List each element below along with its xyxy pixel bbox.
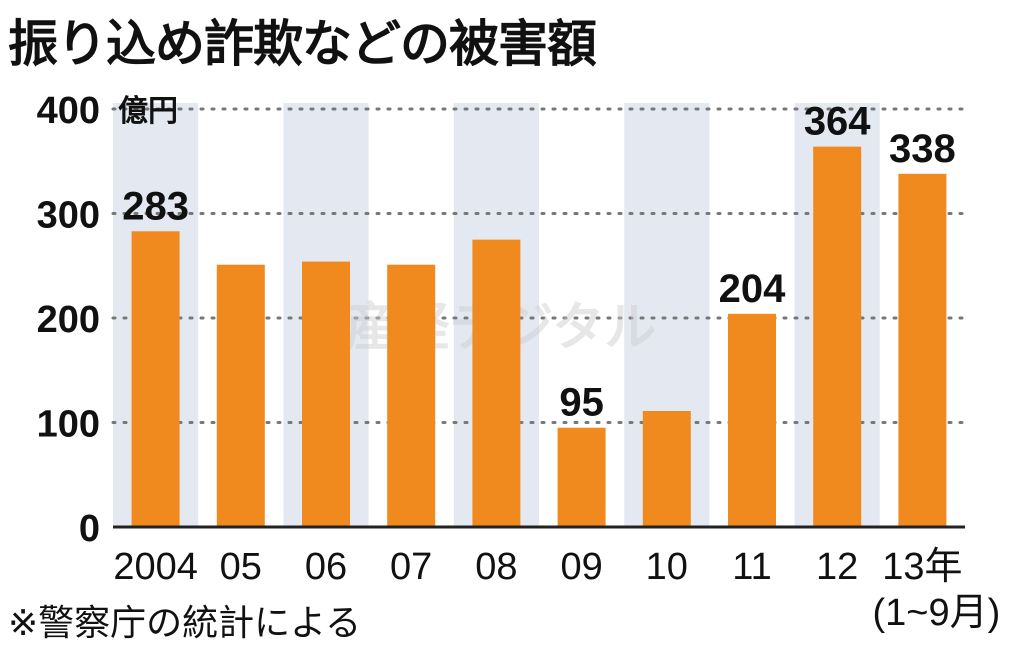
x-tick-label: 05 — [220, 546, 262, 588]
x-tick-label: 2004 — [113, 546, 198, 588]
bar — [131, 231, 180, 527]
bar — [728, 313, 776, 527]
bar — [216, 264, 265, 527]
y-axis-unit: 億円 — [118, 94, 178, 129]
x-tick-label: 13年 — [882, 546, 962, 588]
x-tick-label: 10 — [646, 546, 688, 588]
y-tick-label: 300 — [37, 195, 100, 237]
data-label: 338 — [889, 127, 956, 171]
data-label: 204 — [719, 267, 786, 311]
bar — [813, 146, 862, 527]
x-tick-label: 09 — [560, 546, 602, 588]
x-tick-label: 11 — [732, 546, 771, 588]
bar — [898, 173, 947, 528]
x-tick-label: 07 — [390, 546, 432, 588]
bar — [642, 411, 691, 527]
data-label: 95 — [559, 381, 604, 425]
bar — [302, 261, 350, 527]
chart-title: 振り込め詐欺などの被害額 — [8, 15, 597, 73]
data-label: 364 — [804, 100, 871, 144]
bar — [472, 239, 521, 527]
y-tick-label: 100 — [37, 404, 100, 446]
y-tick-label: 200 — [37, 299, 100, 341]
source-note: ※警察庁の統計による — [8, 603, 362, 644]
x-tick-label: 06 — [305, 546, 347, 588]
y-tick-label: 400 — [37, 90, 100, 132]
bar — [557, 427, 606, 527]
data-label: 283 — [122, 184, 189, 228]
x-tick-label: 12 — [816, 546, 858, 588]
bar — [387, 264, 436, 527]
x-tick-sublabel: (1~9月) — [873, 592, 1001, 634]
x-tick-label: 08 — [475, 546, 517, 588]
y-tick-label: 0 — [79, 508, 100, 550]
